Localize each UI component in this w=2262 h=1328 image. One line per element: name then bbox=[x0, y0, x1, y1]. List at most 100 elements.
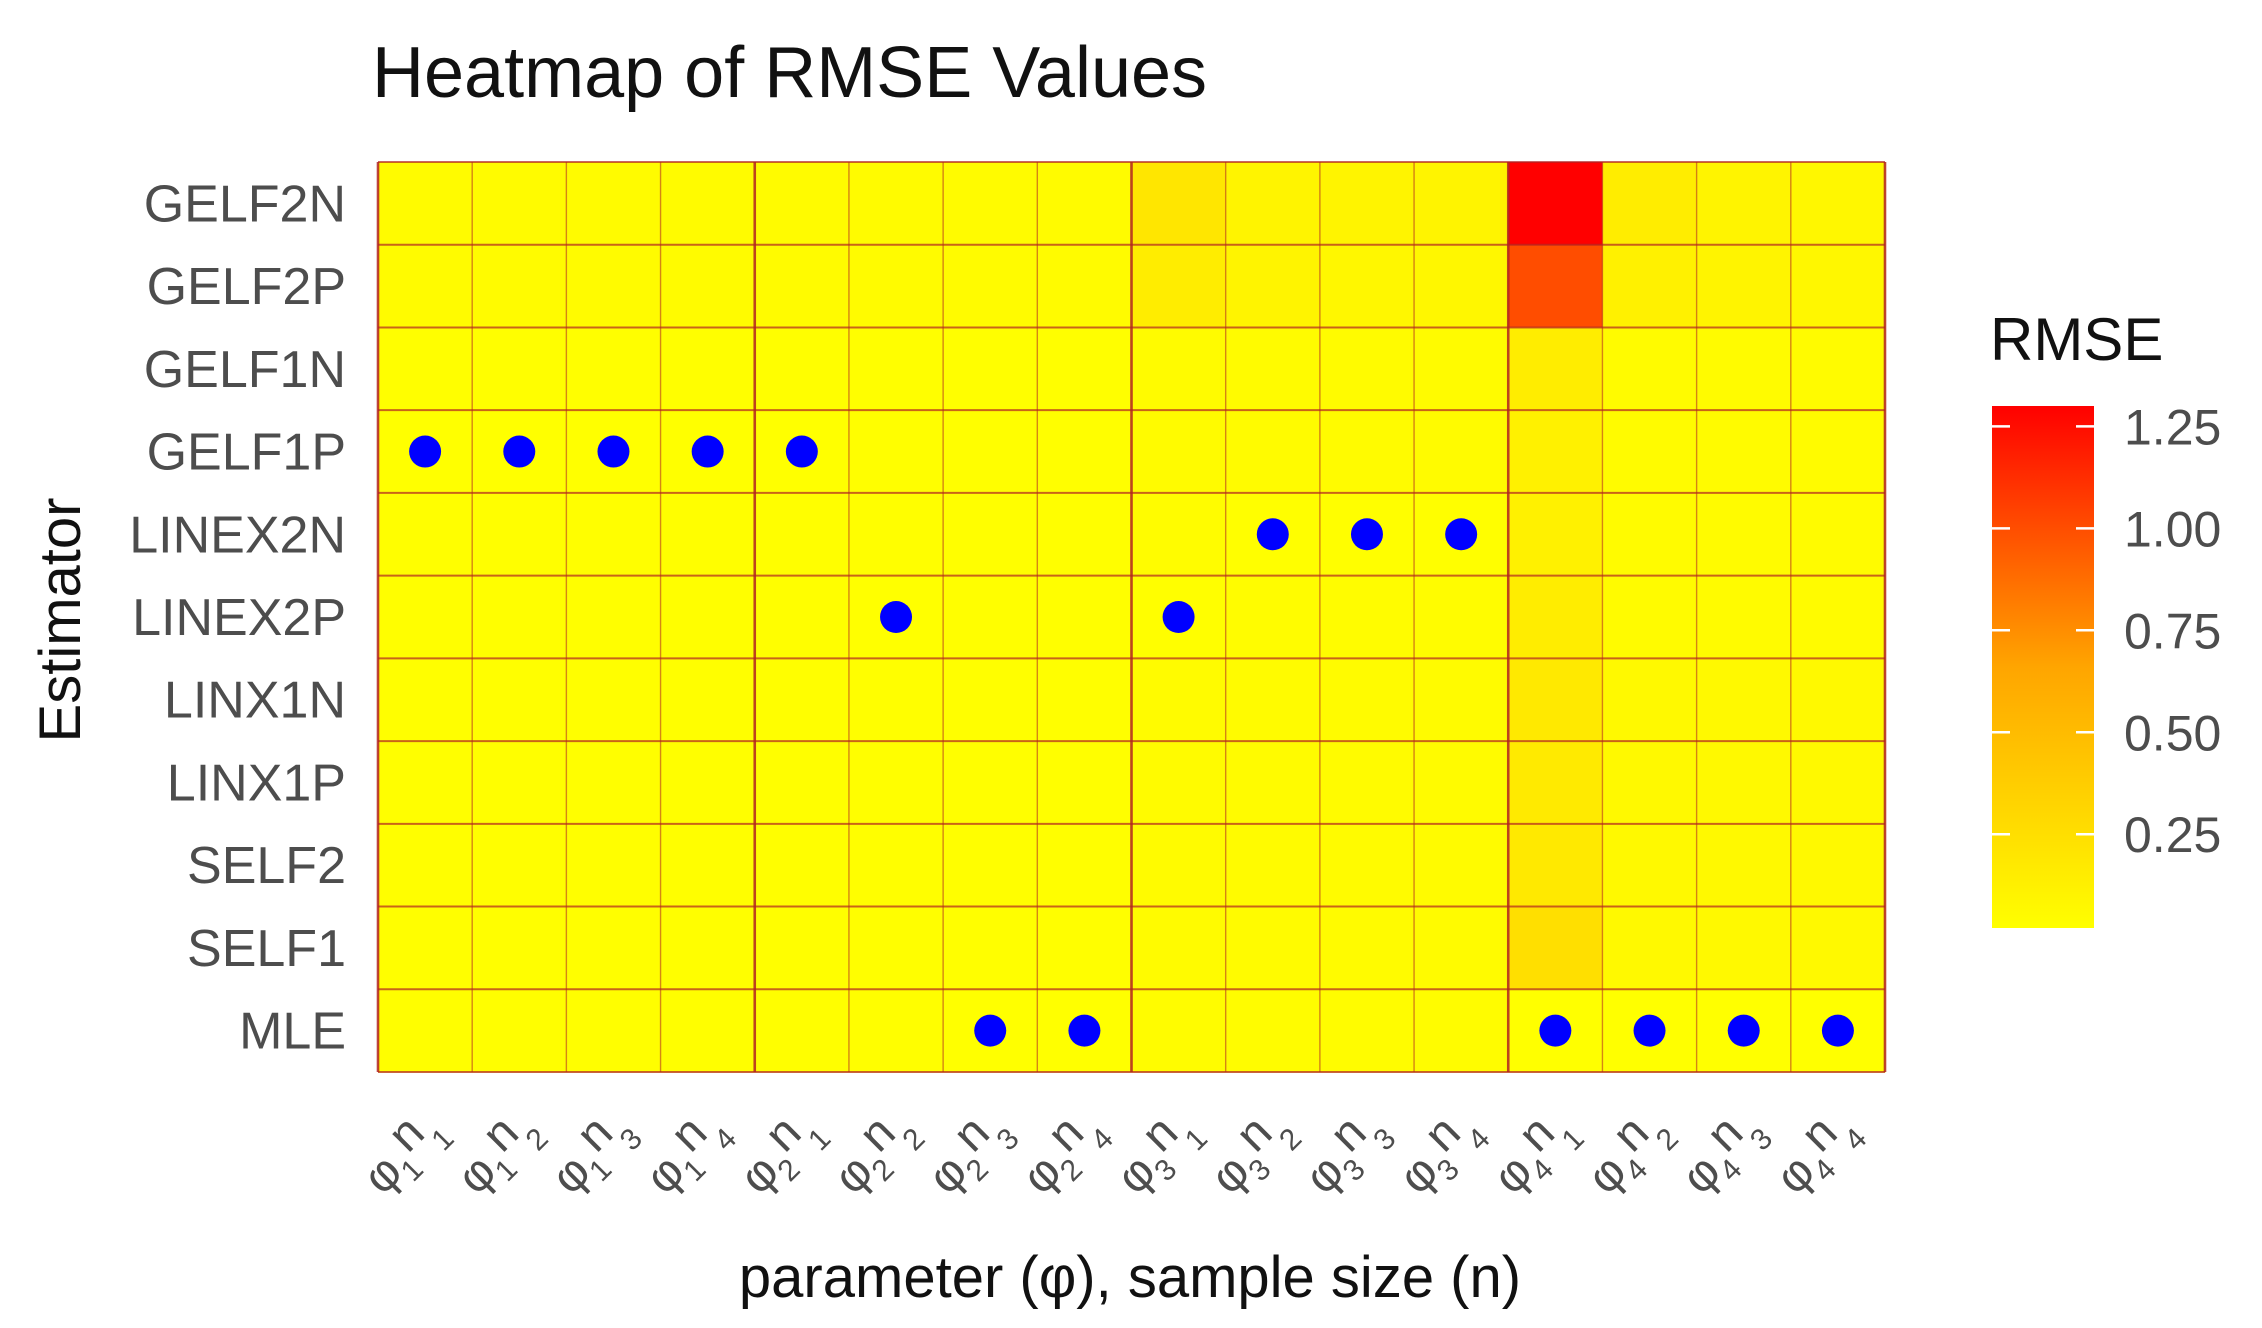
x-tick-label: φ3n3 bbox=[1286, 1094, 1402, 1210]
x-tick-label: φ1n3 bbox=[533, 1094, 649, 1210]
heatmap-cell bbox=[1225, 906, 1321, 990]
heatmap-cell bbox=[943, 741, 1038, 825]
y-tick-label: SELF2 bbox=[187, 837, 346, 895]
y-tick-label: LINEX2N bbox=[129, 506, 346, 564]
heatmap-cell bbox=[566, 906, 662, 990]
heatmap-cell bbox=[1037, 492, 1132, 577]
heatmap-cell bbox=[1037, 410, 1132, 494]
chart-title: Heatmap of RMSE Values bbox=[372, 33, 1207, 113]
heatmap-cell bbox=[1319, 906, 1415, 990]
heatmap-cell bbox=[943, 492, 1038, 577]
x-axis-title: parameter (φ), sample size (n) bbox=[739, 1245, 1521, 1310]
heatmap-cell bbox=[1414, 741, 1509, 825]
heatmap-cell bbox=[566, 658, 662, 742]
min-rmse-marker bbox=[1162, 601, 1195, 633]
x-tick-label: φ2n2 bbox=[815, 1094, 931, 1210]
y-tick-label: LINX1P bbox=[167, 754, 346, 812]
heatmap-cell bbox=[1790, 492, 1886, 577]
min-rmse-marker bbox=[1350, 518, 1383, 551]
heatmap-cell bbox=[1414, 906, 1509, 990]
heatmap-cell bbox=[1696, 823, 1792, 908]
heatmap-cell bbox=[472, 162, 567, 246]
heatmap-cell bbox=[1414, 575, 1509, 659]
heatmap-cell bbox=[1131, 327, 1227, 411]
legend-tick-label: 1.00 bbox=[2124, 501, 2221, 557]
heatmap-cell bbox=[1225, 410, 1321, 494]
heatmap-cell bbox=[472, 327, 567, 411]
heatmap-cell bbox=[1696, 741, 1792, 825]
x-tick-label: φ1n1 bbox=[344, 1094, 460, 1210]
heatmap-cell bbox=[1790, 410, 1886, 494]
heatmap-cell bbox=[1225, 327, 1321, 411]
heatmap-cell bbox=[1225, 989, 1321, 1073]
heatmap-cell bbox=[848, 989, 944, 1073]
heatmap-cell bbox=[1131, 823, 1227, 908]
heatmap-cell bbox=[660, 162, 756, 246]
heatmap-cell bbox=[1131, 741, 1227, 825]
heatmap-cell bbox=[848, 327, 944, 411]
heatmap-cell bbox=[1508, 741, 1603, 825]
heatmap-cell bbox=[1414, 410, 1509, 494]
heatmap-cell bbox=[566, 989, 662, 1073]
heatmap-cell bbox=[660, 244, 756, 328]
heatmap-cell bbox=[1602, 658, 1698, 742]
heatmap-cell bbox=[472, 741, 567, 825]
legend-tick-label: 0.75 bbox=[2124, 603, 2221, 659]
min-rmse-marker bbox=[691, 435, 724, 468]
heatmap-cell bbox=[1696, 658, 1792, 742]
heatmap-cell bbox=[378, 575, 473, 659]
heatmap-cell bbox=[943, 244, 1038, 328]
heatmap-cell bbox=[1602, 410, 1698, 494]
x-tick-label: φ3n2 bbox=[1192, 1094, 1308, 1210]
min-rmse-marker bbox=[503, 435, 536, 468]
min-rmse-marker bbox=[785, 435, 818, 468]
heatmap-cell bbox=[378, 658, 473, 742]
legend-tick-label: 0.50 bbox=[2124, 705, 2221, 761]
heatmap-cell bbox=[943, 906, 1038, 990]
heatmap-cell bbox=[1319, 658, 1415, 742]
heatmap-cell bbox=[1131, 162, 1227, 246]
heatmap-cell bbox=[943, 327, 1038, 411]
heatmap-cell bbox=[1508, 658, 1603, 742]
x-tick-label: φ2n4 bbox=[1004, 1094, 1120, 1210]
x-tick-label: φ1n2 bbox=[439, 1094, 555, 1210]
heatmap-cell bbox=[943, 575, 1038, 659]
heatmap-cell bbox=[754, 823, 850, 908]
heatmap-cell bbox=[1414, 823, 1509, 908]
y-axis-title: Estimator bbox=[28, 498, 93, 743]
heatmap-cell bbox=[660, 575, 756, 659]
heatmap-cell bbox=[1131, 410, 1227, 494]
heatmap-cell bbox=[848, 492, 944, 577]
min-rmse-marker bbox=[1256, 518, 1289, 551]
heatmap-cell bbox=[1790, 575, 1886, 659]
x-tick-label: φ4n4 bbox=[1757, 1094, 1873, 1210]
heatmap-grid bbox=[376, 161, 1887, 1073]
heatmap-cell bbox=[1508, 906, 1603, 990]
heatmap-cell bbox=[566, 162, 662, 246]
y-tick-label: GELF2P bbox=[147, 258, 346, 316]
heatmap-cell bbox=[1508, 162, 1603, 246]
heatmap-cell bbox=[848, 658, 944, 742]
heatmap-cell bbox=[1602, 492, 1698, 577]
heatmap-cell bbox=[378, 741, 473, 825]
heatmap-cell bbox=[1414, 327, 1509, 411]
heatmap-cell bbox=[1319, 741, 1415, 825]
heatmap-cell bbox=[1790, 244, 1886, 328]
heatmap-cell bbox=[566, 244, 662, 328]
heatmap-cell bbox=[754, 492, 850, 577]
heatmap-cell bbox=[1602, 327, 1698, 411]
heatmap-cell bbox=[1696, 327, 1792, 411]
heatmap-cell bbox=[378, 244, 473, 328]
heatmap-cell bbox=[848, 823, 944, 908]
heatmap-cell bbox=[1225, 575, 1321, 659]
x-tick-label: φ4n3 bbox=[1663, 1094, 1779, 1210]
heatmap-cell bbox=[378, 327, 473, 411]
heatmap-cell bbox=[754, 575, 850, 659]
heatmap-cell bbox=[1790, 658, 1886, 742]
heatmap-cell bbox=[660, 492, 756, 577]
x-tick-label: φ1n4 bbox=[627, 1094, 743, 1210]
heatmap-cell bbox=[1696, 244, 1792, 328]
heatmap-cell bbox=[1508, 823, 1603, 908]
